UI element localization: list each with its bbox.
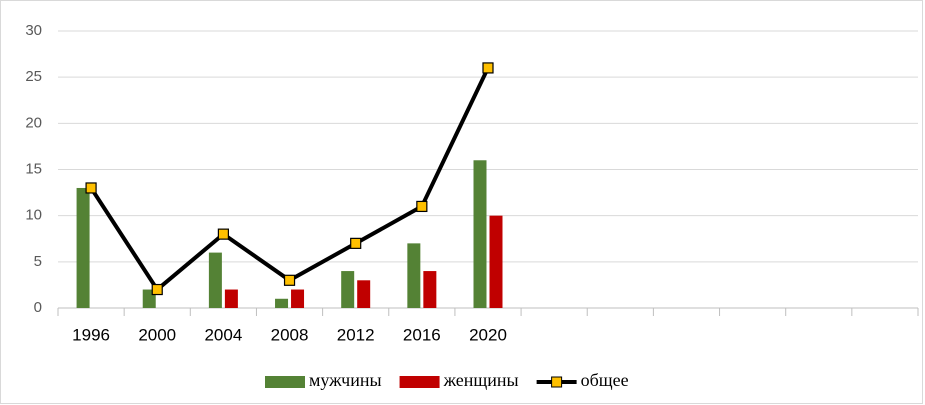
y-tick-label: 15 (25, 160, 42, 177)
legend-swatch (265, 376, 305, 388)
marker (482, 62, 494, 74)
bar (489, 215, 503, 308)
bar (423, 271, 437, 308)
y-tick-label: 0 (34, 299, 42, 316)
bar (275, 298, 289, 308)
marker (283, 274, 296, 286)
legend-label: мужчины (309, 370, 382, 390)
marker (151, 283, 163, 296)
legend-label: женщины (443, 370, 519, 390)
marker (416, 200, 428, 213)
y-tick-label: 25 (25, 68, 42, 85)
bar (208, 252, 222, 308)
bar (76, 187, 90, 308)
marker (217, 228, 229, 240)
legend-swatch (399, 376, 440, 388)
bar (407, 243, 421, 308)
marker (85, 182, 97, 194)
y-tick-label: 5 (34, 253, 42, 270)
bar (357, 280, 371, 308)
x-tick-label: 2012 (337, 325, 375, 344)
x-tick-label: 2008 (271, 325, 309, 344)
legend-swatch (551, 376, 563, 388)
marker (350, 237, 362, 249)
bar (341, 271, 355, 308)
x-tick-label: 2016 (403, 325, 441, 344)
y-tick-label: 20 (25, 114, 42, 131)
bar (291, 289, 305, 308)
x-tick-label: 1996 (72, 325, 110, 344)
x-tick-label: 2004 (204, 325, 242, 344)
y-tick-label: 30 (25, 22, 42, 39)
y-tick-label: 10 (25, 207, 42, 224)
bar (473, 160, 487, 308)
x-tick-label: 2020 (469, 325, 507, 344)
x-tick-label: 2000 (138, 325, 176, 344)
bar (224, 289, 238, 308)
legend-label: общее (581, 370, 629, 390)
